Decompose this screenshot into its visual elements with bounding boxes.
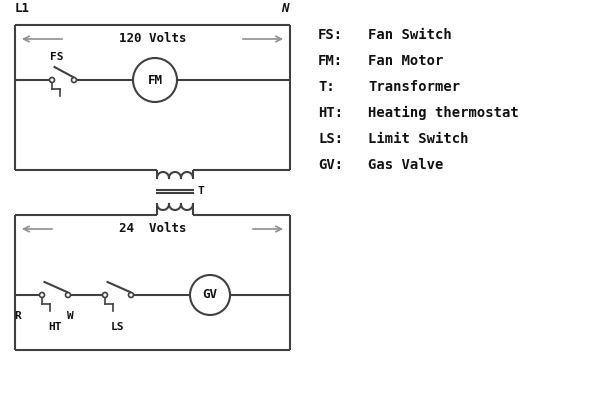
Text: Transformer: Transformer: [368, 80, 460, 94]
Text: R: R: [15, 311, 21, 321]
Text: FM:: FM:: [318, 54, 343, 68]
Text: FM: FM: [148, 74, 162, 86]
Text: N: N: [281, 2, 289, 15]
Text: Limit Switch: Limit Switch: [368, 132, 468, 146]
Text: T: T: [197, 186, 204, 196]
Text: FS: FS: [50, 52, 64, 62]
Text: LS:: LS:: [318, 132, 343, 146]
Text: GV: GV: [202, 288, 218, 302]
Text: 24  Volts: 24 Volts: [119, 222, 186, 236]
Text: Fan Switch: Fan Switch: [368, 28, 452, 42]
Text: FS:: FS:: [318, 28, 343, 42]
Text: Heating thermostat: Heating thermostat: [368, 106, 519, 120]
Text: L1: L1: [15, 2, 30, 15]
Text: Fan Motor: Fan Motor: [368, 54, 443, 68]
Text: W: W: [67, 311, 73, 321]
Text: LS: LS: [112, 322, 124, 332]
Text: HT:: HT:: [318, 106, 343, 120]
Text: 120 Volts: 120 Volts: [119, 32, 186, 46]
Text: HT: HT: [48, 322, 62, 332]
Text: GV:: GV:: [318, 158, 343, 172]
Text: T:: T:: [318, 80, 335, 94]
Text: Gas Valve: Gas Valve: [368, 158, 443, 172]
